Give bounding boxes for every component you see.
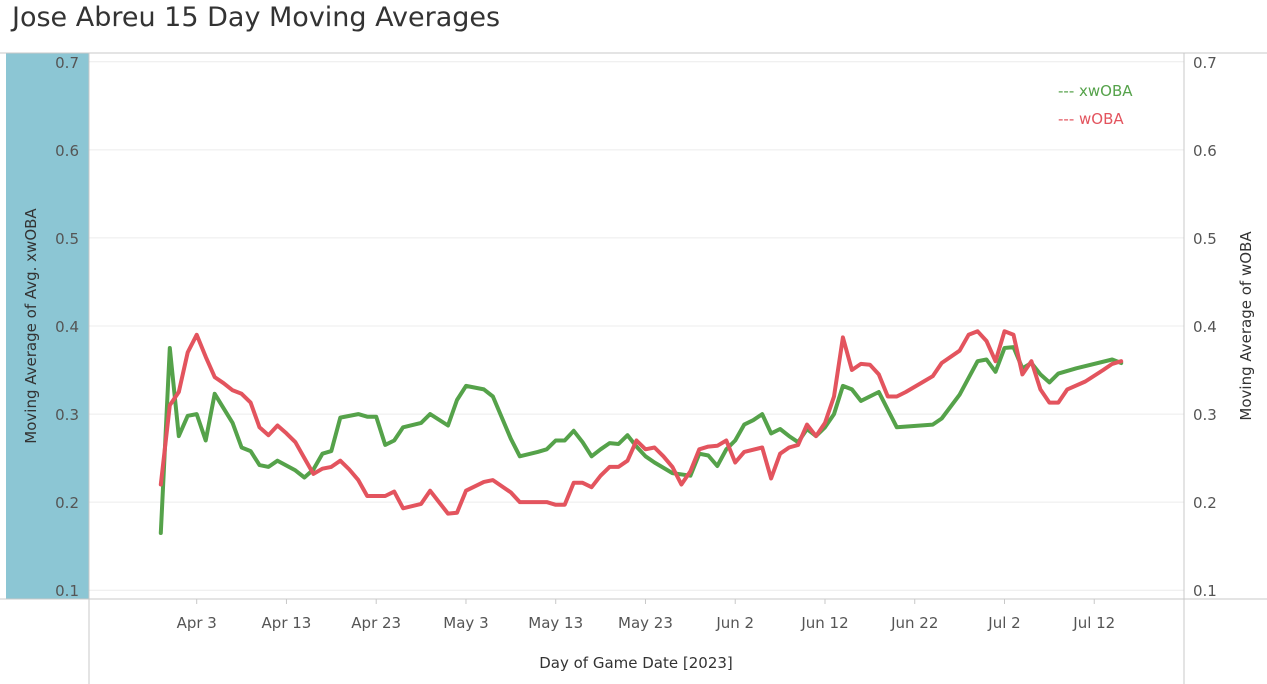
left-axis-title: Moving Average of Avg. xwOBA: [22, 208, 40, 444]
left-tick-label: 0.2: [55, 494, 79, 512]
left-tick-label: 0.4: [55, 318, 79, 336]
x-tick-label: May 13: [528, 614, 583, 632]
left-axis-ticks: 0.7 0.6 0.5 0.4 0.3 0.2 0.1: [55, 54, 79, 600]
right-tick-label: 0.6: [1193, 142, 1217, 160]
right-tick-label: 0.2: [1193, 494, 1217, 512]
series-line-woba[interactable]: [158, 329, 1124, 516]
x-tick-label: Jun 2: [715, 614, 754, 632]
legend-item-woba[interactable]: --- wOBA: [1058, 110, 1124, 128]
left-tick-label: 0.7: [55, 54, 79, 72]
x-tick-label: May 3: [443, 614, 488, 632]
right-axis-ticks: 0.7 0.6 0.5 0.4 0.3 0.2 0.1: [1193, 54, 1217, 600]
x-tick-label: Jun 22: [890, 614, 938, 632]
x-tick-label: Apr 3: [177, 614, 217, 632]
x-tick-label: May 23: [618, 614, 673, 632]
series-layer: [158, 329, 1124, 535]
right-tick-label: 0.5: [1193, 230, 1217, 248]
left-axis-band[interactable]: [6, 53, 89, 599]
x-tick-label: Jul 2: [987, 614, 1020, 632]
right-tick-label: 0.4: [1193, 318, 1217, 336]
right-tick-label: 0.1: [1193, 582, 1217, 600]
right-tick-label: 0.7: [1193, 54, 1217, 72]
chart-title: Jose Abreu 15 Day Moving Averages: [12, 2, 501, 33]
right-tick-label: 0.3: [1193, 406, 1217, 424]
plot-frame: [0, 52, 1267, 684]
x-axis-title: Day of Game Date [2023]: [539, 654, 733, 672]
x-tick-label: Apr 23: [351, 614, 401, 632]
x-tick-label: Apr 13: [262, 614, 312, 632]
legend-item-xwoba[interactable]: --- xwOBA: [1058, 82, 1133, 100]
left-tick-label: 0.5: [55, 230, 79, 248]
right-axis-title: Moving Average of wOBA: [1237, 231, 1255, 421]
series-line-xwoba[interactable]: [158, 345, 1124, 535]
left-tick-label: 0.6: [55, 142, 79, 160]
left-tick-label: 0.3: [55, 406, 79, 424]
x-tick-label: Jul 12: [1072, 614, 1115, 632]
legend[interactable]: --- xwOBA --- wOBA: [1058, 82, 1133, 128]
x-axis-ticks: Apr 3 Apr 13 Apr 23 May 3 May 13 May 23 Jun 2 J…: [177, 599, 1115, 632]
x-tick-label: Jun 12: [800, 614, 848, 632]
left-tick-label: 0.1: [55, 582, 79, 600]
gridlines: [89, 61, 1184, 591]
